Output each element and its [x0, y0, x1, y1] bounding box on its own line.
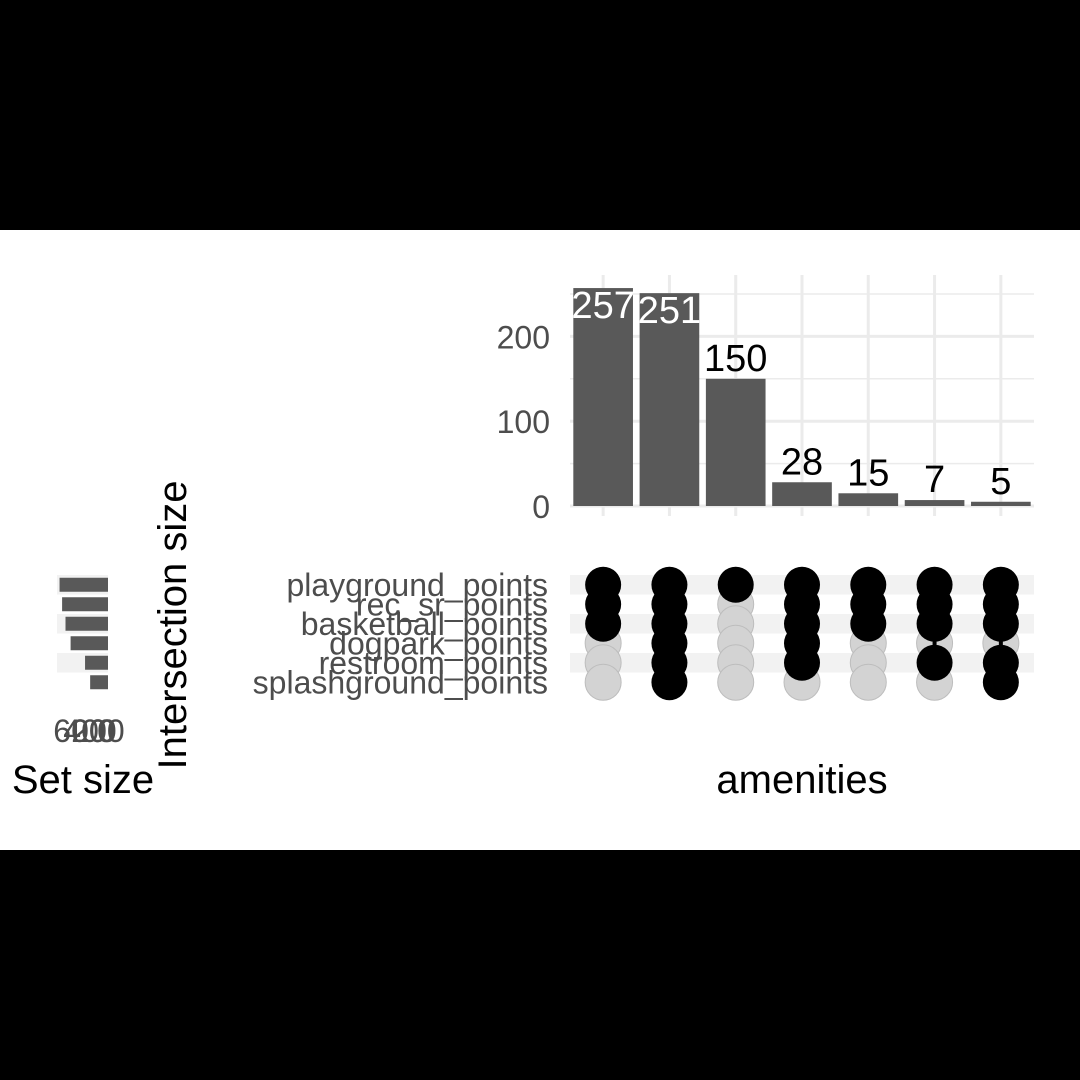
intersection-bar [838, 493, 899, 506]
x-axis-label: amenities [716, 758, 887, 802]
bar-value-label: 15 [847, 452, 889, 494]
y-axis-label: Intersection size [151, 480, 195, 769]
set-label: dogpark_points [329, 625, 548, 661]
set-label: basketball_points [301, 606, 548, 642]
set-labels: playground_pointsrec_sr_pointsbasketball… [253, 567, 548, 701]
matrix-dot-on [717, 566, 754, 603]
bar-value-label: 257 [571, 285, 634, 327]
intersection-bar [573, 288, 633, 506]
set-size-bar [62, 597, 108, 612]
intersection-bar [705, 378, 766, 506]
bar-value-label: 28 [781, 441, 823, 483]
set-label: playground_points [286, 567, 548, 603]
matrix-dot-on [585, 605, 622, 642]
y-tick-label: 100 [497, 404, 550, 440]
matrix-dot-on [651, 664, 688, 701]
matrix-dot-off [717, 663, 755, 701]
intersection-bar [772, 482, 832, 506]
intersection-bars [573, 288, 1031, 506]
matrix-dot-on [982, 605, 1019, 642]
y-tick-label: 0 [532, 489, 550, 525]
y-tick-label: 200 [497, 319, 550, 355]
matrix-dot-off [584, 663, 622, 701]
set-label: splashground_points [253, 664, 548, 700]
set-size-bar [59, 577, 108, 592]
set-size-bar [90, 675, 108, 690]
set-size-axis-label: Set size [12, 758, 154, 802]
bar-value-label: 7 [924, 459, 945, 501]
set-size-bar [85, 655, 108, 670]
set-label: rec_sr_points [356, 586, 548, 622]
set-size-tick-label: 600 [53, 713, 106, 749]
membership-matrix [570, 566, 1034, 701]
set-size-tick-label: 0 [97, 713, 115, 749]
intersection-bar [904, 500, 965, 506]
matrix-dot-on [916, 605, 953, 642]
upset-plot-panel: 257 251 150 28 15 7 5 0 100 200 playground_point… [0, 230, 1080, 850]
y-axis-ticks: 0 100 200 [497, 319, 550, 525]
bar-value-label: 251 [638, 290, 701, 332]
set-label: restroom_points [319, 645, 548, 681]
matrix-dot-on [916, 644, 953, 681]
matrix-dot-off [849, 663, 887, 701]
intersection-bar [971, 501, 1031, 506]
bar-value-label: 150 [704, 338, 767, 380]
bar-value-label: 5 [990, 461, 1011, 503]
set-size-tick-label: 400 [63, 713, 116, 749]
matrix-dot-on [784, 644, 820, 681]
matrix-dot-on [850, 605, 887, 642]
set-size-bar [70, 636, 108, 651]
set-size-bar [65, 616, 108, 631]
matrix-dot-on [982, 664, 1019, 701]
set-size-tick-label: 200 [71, 713, 124, 749]
intersection-bar [639, 293, 700, 506]
